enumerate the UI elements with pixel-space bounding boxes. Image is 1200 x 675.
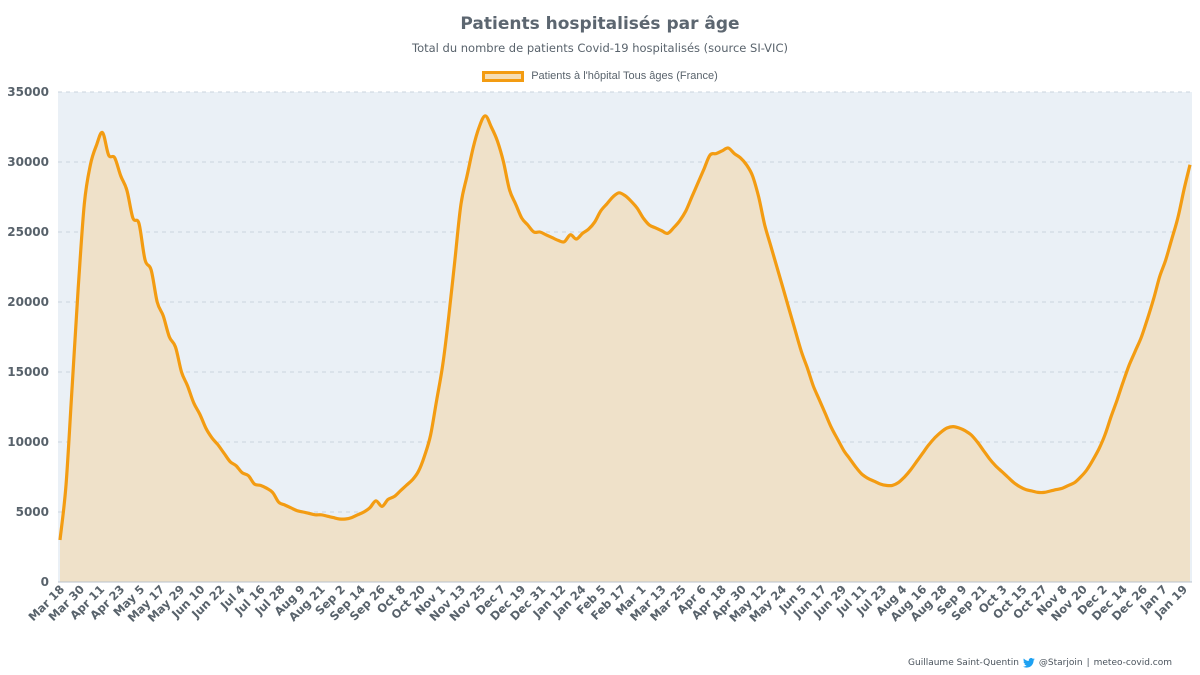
y-tick-label: 30000: [7, 155, 49, 169]
y-tick-label: 35000: [7, 85, 49, 99]
y-axis: 0 5000 10000 15000 20000 25000 30000 35000: [7, 85, 49, 589]
footer-separator: |: [1086, 658, 1090, 668]
y-tick-label: 25000: [7, 225, 49, 239]
y-tick-label: 0: [41, 575, 49, 589]
footer-author: Guillaume Saint-Quentin: [908, 658, 1019, 668]
y-tick-label: 15000: [7, 365, 49, 379]
y-tick-label: 20000: [7, 295, 49, 309]
footer-credits: Guillaume Saint-Quentin @Starjoin | mete…: [908, 658, 1172, 668]
series-area-fill: [60, 115, 1190, 583]
chart-title: Patients hospitalisés par âge: [460, 14, 740, 34]
twitter-bird-icon: [1022, 658, 1035, 668]
footer-site: meteo-covid.com: [1093, 658, 1172, 668]
y-tick-label: 5000: [16, 505, 49, 519]
y-tick-label: 10000: [7, 435, 49, 449]
legend-swatch: [482, 70, 525, 82]
series-line: [58, 114, 1192, 541]
footer-handle: @Starjoin: [1038, 658, 1083, 668]
legend-label[interactable]: Patients à l'hôpital Tous âges (France): [531, 70, 718, 82]
legend[interactable]: Patients à l'hôpital Tous âges (France): [0, 70, 1200, 82]
chart-subtitle: Total du nombre de patients Covid-19 hos…: [412, 41, 788, 55]
